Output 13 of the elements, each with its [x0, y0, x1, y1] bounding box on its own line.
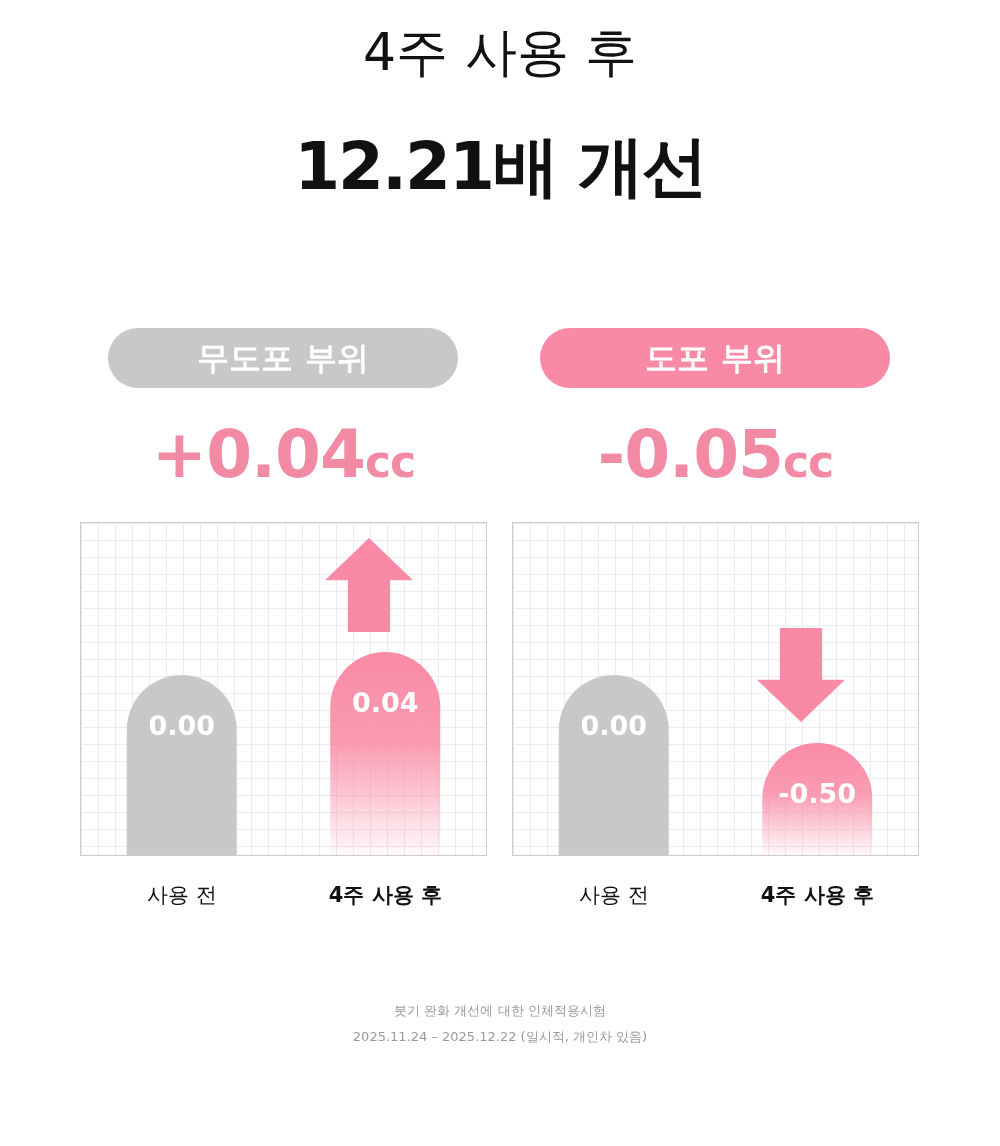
text: 2025.11.24 – 2025.12.22 (일시적, 개인차 있음)	[351, 1028, 649, 1046]
data-label: -0.50	[778, 778, 857, 810]
data-label: 0.04	[351, 687, 419, 719]
text: +0.04cc	[151, 416, 416, 493]
text: 붓기 완화 개선에 대한 인체적용시험	[393, 1002, 607, 1020]
text: -0.05cc	[597, 416, 834, 493]
category-label: 4주 사용 후	[328, 883, 442, 907]
text: 12.21배 개선	[293, 127, 707, 207]
category-label: 사용 전	[146, 883, 217, 907]
category-label: 4주 사용 후	[760, 883, 874, 907]
category-label: 사용 전	[578, 883, 649, 907]
text: 4주 사용 후	[361, 21, 639, 84]
text: 도포 부위	[540, 328, 890, 388]
